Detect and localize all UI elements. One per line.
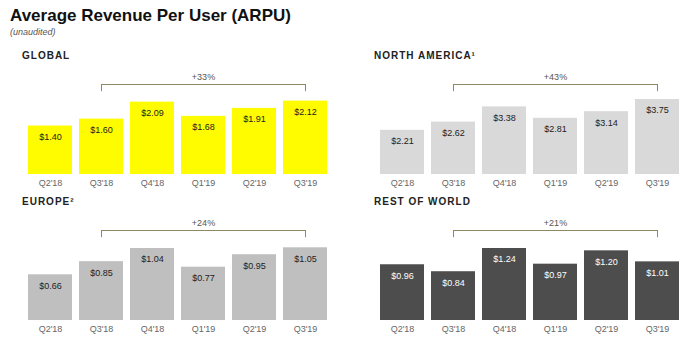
svg-text:Q2'19: Q2'19 bbox=[595, 324, 619, 334]
svg-text:Q3'18: Q3'18 bbox=[90, 178, 114, 188]
svg-text:$1.20: $1.20 bbox=[595, 257, 618, 267]
svg-text:$0.85: $0.85 bbox=[90, 268, 113, 278]
svg-text:$3.14: $3.14 bbox=[595, 118, 618, 128]
svg-text:$0.97: $0.97 bbox=[544, 270, 567, 280]
svg-text:$0.77: $0.77 bbox=[192, 273, 215, 283]
svg-text:$3.38: $3.38 bbox=[493, 113, 516, 123]
svg-text:+43%: +43% bbox=[544, 72, 567, 82]
svg-text:$1.24: $1.24 bbox=[493, 254, 516, 264]
svg-text:Q2'19: Q2'19 bbox=[243, 178, 267, 188]
svg-text:Q1'19: Q1'19 bbox=[544, 324, 568, 334]
html-text:NORTH AMERICA¹: NORTH AMERICA¹ bbox=[374, 50, 476, 61]
svg-text:Q2'18: Q2'18 bbox=[391, 178, 415, 188]
svg-text:$2.12: $2.12 bbox=[294, 107, 317, 117]
svg-text:Q1'19: Q1'19 bbox=[544, 178, 568, 188]
svg-text:Q4'18: Q4'18 bbox=[141, 324, 165, 334]
svg-text:+33%: +33% bbox=[192, 72, 215, 82]
html-text:REST OF WORLD: REST OF WORLD bbox=[374, 196, 471, 207]
svg-text:$1.40: $1.40 bbox=[39, 132, 62, 142]
svg-text:Q3'19: Q3'19 bbox=[294, 324, 318, 334]
svg-text:$1.68: $1.68 bbox=[192, 122, 215, 132]
html-text:GLOBAL: GLOBAL bbox=[22, 50, 71, 61]
svg-text:$0.96: $0.96 bbox=[391, 271, 414, 281]
svg-text:$2.09: $2.09 bbox=[141, 108, 164, 118]
svg-text:Q1'19: Q1'19 bbox=[192, 324, 216, 334]
svg-text:$2.62: $2.62 bbox=[442, 128, 465, 138]
svg-text:Q2'19: Q2'19 bbox=[243, 324, 267, 334]
svg-text:$2.21: $2.21 bbox=[391, 136, 414, 146]
svg-text:Q2'18: Q2'18 bbox=[39, 324, 63, 334]
svg-text:$3.75: $3.75 bbox=[646, 105, 669, 115]
svg-text:Q4'18: Q4'18 bbox=[493, 178, 517, 188]
svg-text:Q4'18: Q4'18 bbox=[493, 324, 517, 334]
html-text:Average Revenue Per User (ARPU: Average Revenue Per User (ARPU) bbox=[10, 6, 291, 25]
svg-text:Q3'18: Q3'18 bbox=[442, 324, 466, 334]
svg-text:Q4'18: Q4'18 bbox=[141, 178, 165, 188]
html-text:(unaudited): (unaudited) bbox=[10, 27, 56, 37]
svg-text:$2.81: $2.81 bbox=[544, 124, 567, 134]
html-text:EUROPE²: EUROPE² bbox=[22, 196, 75, 207]
svg-text:$1.91: $1.91 bbox=[243, 114, 266, 124]
svg-text:Q2'18: Q2'18 bbox=[391, 324, 415, 334]
svg-text:Q2'19: Q2'19 bbox=[595, 178, 619, 188]
svg-text:+21%: +21% bbox=[544, 218, 567, 228]
svg-text:Q3'19: Q3'19 bbox=[646, 178, 670, 188]
svg-text:$1.05: $1.05 bbox=[294, 254, 317, 264]
svg-text:Q3'18: Q3'18 bbox=[442, 178, 466, 188]
svg-text:Q3'19: Q3'19 bbox=[294, 178, 318, 188]
svg-text:$1.01: $1.01 bbox=[646, 268, 669, 278]
svg-text:$0.84: $0.84 bbox=[442, 278, 465, 288]
svg-text:$1.04: $1.04 bbox=[141, 254, 164, 264]
svg-text:Q1'19: Q1'19 bbox=[192, 178, 216, 188]
svg-text:Q3'19: Q3'19 bbox=[646, 324, 670, 334]
svg-text:Q3'18: Q3'18 bbox=[90, 324, 114, 334]
svg-text:Q2'18: Q2'18 bbox=[39, 178, 63, 188]
svg-text:+24%: +24% bbox=[192, 218, 215, 228]
svg-text:$1.60: $1.60 bbox=[90, 125, 113, 135]
svg-text:$0.95: $0.95 bbox=[243, 261, 266, 271]
svg-text:$0.66: $0.66 bbox=[39, 281, 62, 291]
